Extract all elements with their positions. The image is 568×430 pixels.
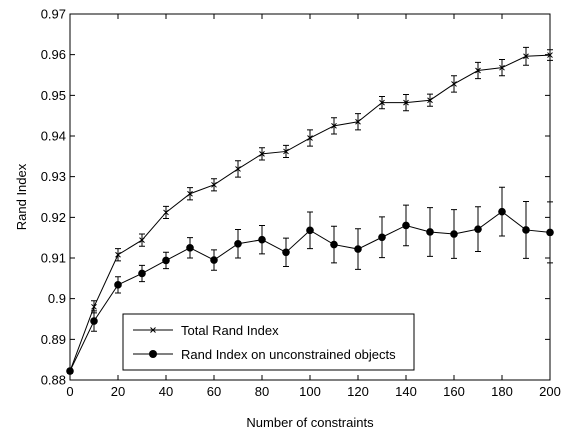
data-point [499,64,505,71]
legend-marker-unconstrained [149,350,157,358]
y-tick-label: 0.88 [41,373,66,388]
data-point [307,135,313,141]
y-tick-label: 0.91 [41,251,66,266]
data-point [187,190,193,197]
x-tick-label: 80 [255,384,269,399]
data-point [114,281,122,289]
data-point [451,81,457,87]
y-axis-label: Rand Index [14,163,29,230]
data-point [306,226,314,235]
x-tick-label: 120 [347,384,369,399]
x-tick-label: 160 [443,384,465,399]
data-point [186,244,194,252]
legend-marker-total [150,327,156,333]
data-point [139,237,145,243]
x-tick-label: 60 [207,384,221,399]
data-point [355,118,361,125]
y-tick-label: 0.95 [41,88,66,103]
data-point [258,235,266,244]
data-point [474,225,482,233]
data-point [403,99,409,106]
data-point [379,99,385,106]
series-unconstrained-rand-index [66,186,554,375]
y-tick-label: 0.92 [41,210,66,225]
y-axis-ticks: 0.88 0.89 0.9 0.91 0.92 0.93 0.94 0.95 0.96 0.97 [41,7,550,388]
data-point [498,207,506,216]
data-point [427,97,433,104]
data-point [546,228,554,237]
data-point [402,221,410,230]
y-tick-label: 0.9 [48,291,66,306]
y-tick-label: 0.94 [41,129,66,144]
x-tick-label: 180 [491,384,513,399]
y-tick-label: 0.97 [41,7,66,22]
data-point [162,256,170,265]
y-tick-label: 0.93 [41,169,66,184]
x-tick-label: 140 [395,384,417,399]
x-tick-label: 0 [66,384,73,399]
data-point [91,303,97,310]
data-point [210,256,218,264]
data-point [283,148,289,155]
x-tick-label: 40 [159,384,173,399]
y-tick-label: 0.96 [41,47,66,62]
data-point [330,240,338,249]
data-point [163,209,169,216]
x-axis-ticks: 0 20 40 60 80 100 120 140 160 180 200 [66,14,561,399]
data-point [523,53,529,60]
series-layer [66,46,554,375]
data-point [90,317,98,325]
legend-label-unconstrained: Rand Index on unconstrained objects [181,347,396,362]
legend-label-total: Total Rand Index [181,323,279,338]
data-point [378,233,386,242]
data-point [354,245,362,253]
data-point [282,248,290,257]
data-point [138,269,146,278]
data-point [66,367,74,375]
y-tick-label: 0.89 [41,332,66,347]
data-point [547,52,553,58]
data-point [450,230,458,238]
series-total-rand-index [67,46,553,374]
data-point [259,151,265,157]
data-point [234,239,242,248]
data-point [426,228,434,236]
data-point [475,67,481,74]
x-tick-label: 100 [299,384,321,399]
x-tick-label: 200 [539,384,561,399]
data-point [235,166,241,172]
legend: Total Rand Index Rand Index on unconstra… [122,313,415,371]
data-point [331,122,337,129]
data-point [115,251,121,258]
data-point [522,226,530,234]
x-tick-label: 20 [111,384,125,399]
legend-box [122,313,415,371]
x-axis-label: Number of constraints [246,415,374,430]
data-point [211,181,217,188]
